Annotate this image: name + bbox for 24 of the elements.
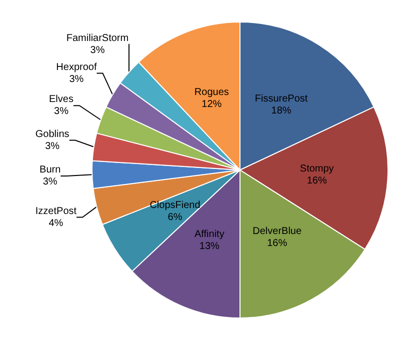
data-label: 3% — [42, 176, 58, 188]
data-label: 4% — [48, 218, 64, 229]
data-label: 6% — [168, 212, 182, 223]
slice-label: FissurePost — [254, 93, 308, 104]
data-label: 18% — [271, 105, 292, 116]
data-label: 3% — [45, 140, 60, 152]
data-label: 3% — [90, 44, 105, 56]
data-label: 16% — [267, 238, 288, 249]
slice-label: Affinity — [194, 229, 224, 240]
slice-label: Hexproof — [56, 62, 97, 73]
slice-label: IzzetPost — [35, 206, 77, 217]
slice-label: Rogues — [194, 86, 229, 98]
slice-label: Stompy — [300, 163, 334, 174]
slice-label: Goblins — [35, 128, 70, 140]
data-label: 13% — [199, 241, 220, 252]
slice-label: ClopsFiend — [150, 200, 200, 211]
data-label: 12% — [202, 98, 222, 110]
slice-label: Burn — [40, 164, 61, 176]
slice-label: DelverBlue — [252, 226, 302, 237]
slice-label: FamiliarStorm — [66, 32, 129, 44]
data-label: 3% — [54, 106, 69, 118]
slice-label: Elves — [49, 94, 74, 106]
data-label: 3% — [69, 74, 84, 85]
data-label: 16% — [306, 175, 327, 186]
